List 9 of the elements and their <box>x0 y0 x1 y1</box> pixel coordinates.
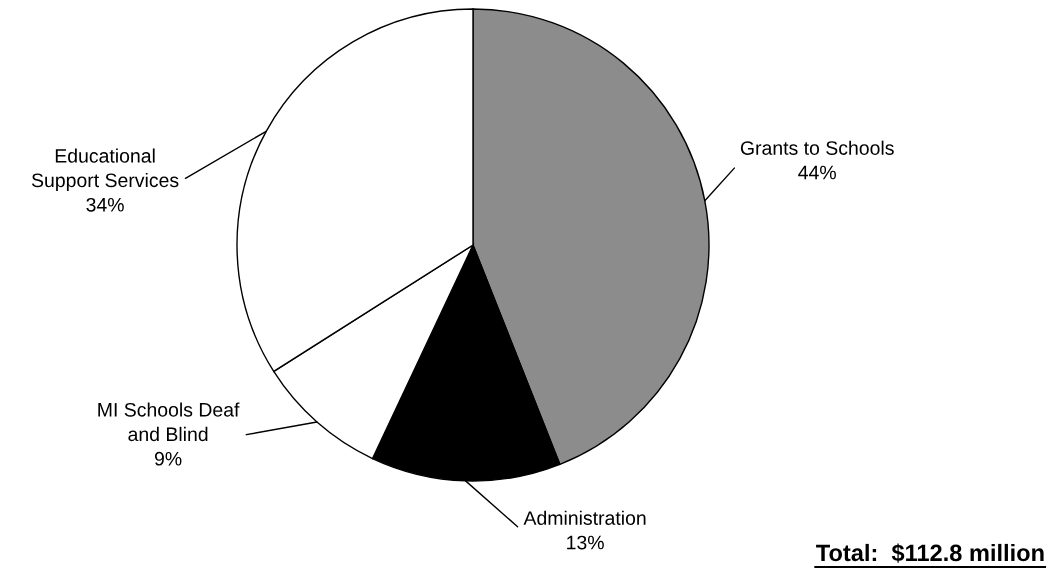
data-label: 44% <box>798 165 836 180</box>
slice-label: MI Schools Deaf and Blind <box>98 402 240 442</box>
slice-label: Grants to Schools <box>740 140 894 155</box>
data-label: 9% <box>154 451 182 466</box>
slice-label: Educational Support Services <box>31 148 179 192</box>
data-label: 34% <box>86 197 124 212</box>
data-label: 13% <box>567 535 604 550</box>
slice-label: Administration <box>523 510 646 525</box>
text: Total: $112.8 million <box>816 543 1044 563</box>
